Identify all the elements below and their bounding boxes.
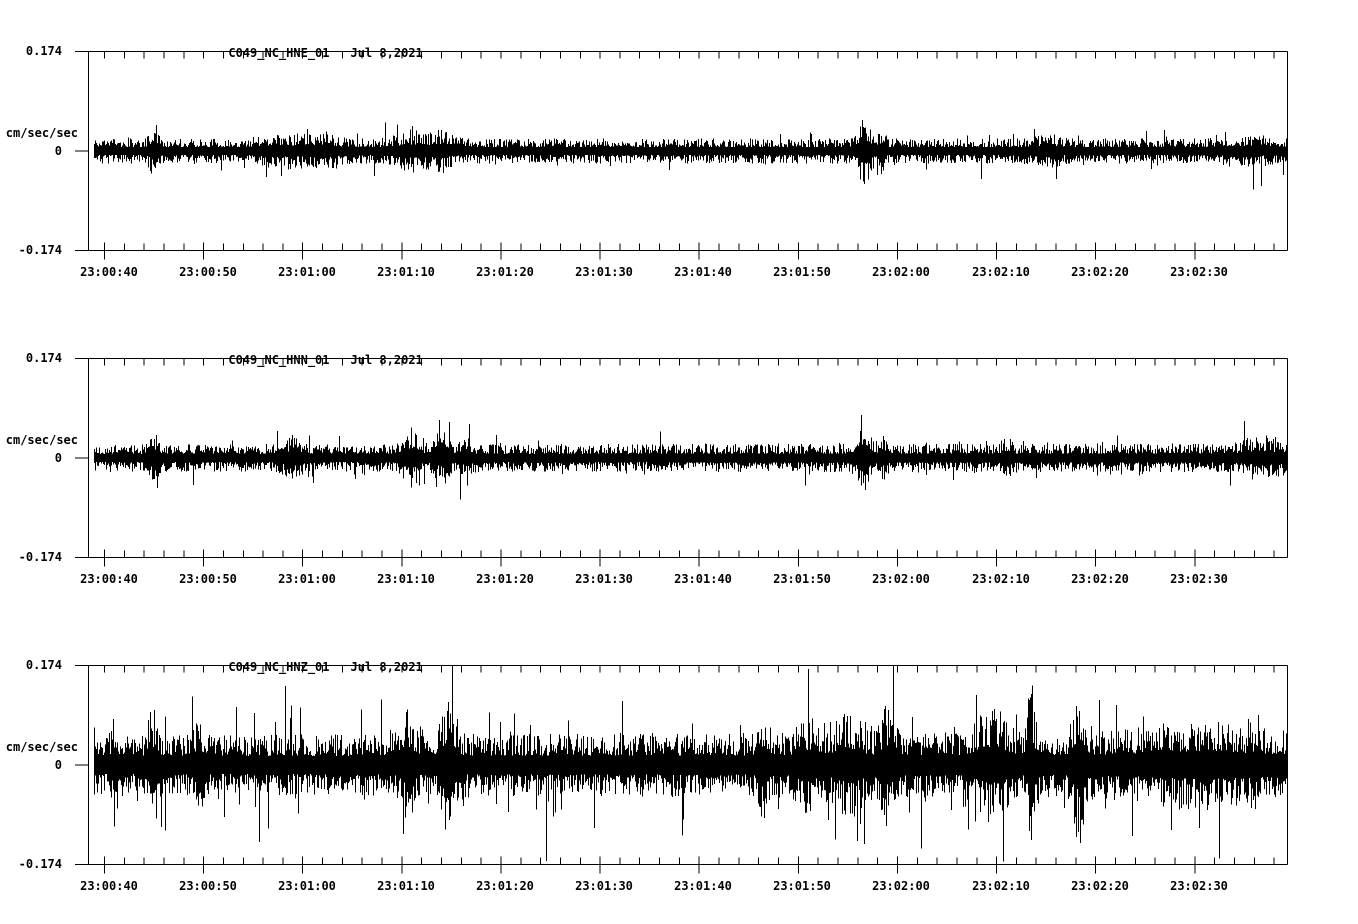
x-tick-label: 23:01:00	[278, 572, 336, 586]
x-tick-label: 23:02:30	[1170, 265, 1228, 279]
plot-title-station: C049_NC_HNN_01	[228, 353, 330, 367]
x-tick-label: 23:01:50	[773, 572, 831, 586]
x-tick-label: 23:00:40	[80, 572, 138, 586]
plot-title-date: Jul 8,2021	[350, 353, 423, 367]
y-axis-unit-label: cm/sec/sec	[5, 433, 78, 447]
axis-frame	[75, 51, 1288, 251]
seismogram-canvas-hne	[75, 51, 1288, 260]
x-tick-label: 23:01:10	[377, 879, 435, 893]
x-tick-label: 23:02:10	[972, 265, 1030, 279]
y-axis-unit-label: cm/sec/sec	[5, 740, 78, 754]
x-tick-label: 23:00:50	[179, 572, 237, 586]
y-tick-label-zero: 0	[54, 144, 62, 158]
plot-title: C049_NC_HNE_01 Jul 8,2021	[185, 35, 423, 71]
waveform-trace	[94, 120, 1287, 190]
waveform-trace	[94, 415, 1287, 500]
plot-title-station: C049_NC_HNZ_01	[228, 660, 330, 674]
x-tick-label: 23:01:30	[575, 265, 633, 279]
x-tick-label: 23:01:10	[377, 265, 435, 279]
axis-frame	[75, 358, 1288, 558]
x-tick-label: 23:02:00	[872, 572, 930, 586]
x-tick-label: 23:02:30	[1170, 572, 1228, 586]
plot-title: C049_NC_HNZ_01 Jul 8,2021	[185, 649, 423, 685]
plot-title-date: Jul 8,2021	[350, 46, 423, 60]
x-tick-label: 23:01:20	[476, 265, 534, 279]
y-tick-label-zero: 0	[54, 451, 62, 465]
x-tick-label: 23:01:40	[674, 265, 732, 279]
x-tick-label: 23:02:20	[1071, 572, 1129, 586]
x-tick-label: 23:01:40	[674, 879, 732, 893]
x-tick-label: 23:00:50	[179, 879, 237, 893]
y-tick-label-max: 0.174	[25, 351, 62, 365]
x-tick-label: 23:00:40	[80, 265, 138, 279]
x-tick-label: 23:02:10	[972, 879, 1030, 893]
plot-title-date: Jul 8,2021	[350, 660, 423, 674]
plot-title: C049_NC_HNN_01 Jul 8,2021	[185, 342, 423, 378]
waveform-trace	[94, 665, 1287, 862]
major-ticks	[104, 856, 1196, 874]
x-tick-label: 23:02:30	[1170, 879, 1228, 893]
seismogram-canvas-hnn	[75, 358, 1288, 567]
seismogram-canvas-hnz	[75, 665, 1288, 874]
axis-frame	[75, 665, 1288, 865]
minor-ticks	[104, 358, 1275, 558]
major-ticks	[104, 242, 1196, 260]
x-tick-label: 23:01:50	[773, 265, 831, 279]
y-tick-label-min: -0.174	[18, 550, 62, 564]
x-tick-label: 23:00:50	[179, 265, 237, 279]
x-tick-label: 23:01:20	[476, 879, 534, 893]
x-tick-label: 23:02:00	[872, 265, 930, 279]
y-tick-label-min: -0.174	[18, 243, 62, 257]
x-tick-label: 23:01:10	[377, 572, 435, 586]
x-tick-label: 23:00:40	[80, 879, 138, 893]
x-tick-label: 23:02:10	[972, 572, 1030, 586]
x-tick-label: 23:01:50	[773, 879, 831, 893]
major-ticks	[104, 549, 1196, 567]
x-tick-label: 23:02:20	[1071, 265, 1129, 279]
x-tick-label: 23:01:00	[278, 265, 336, 279]
y-tick-label-min: -0.174	[18, 857, 62, 871]
x-tick-label: 23:02:20	[1071, 879, 1129, 893]
x-tick-label: 23:02:00	[872, 879, 930, 893]
y-tick-label-max: 0.174	[25, 44, 62, 58]
x-tick-label: 23:01:00	[278, 879, 336, 893]
plot-title-station: C049_NC_HNE_01	[228, 46, 330, 60]
x-tick-label: 23:01:40	[674, 572, 732, 586]
x-tick-label: 23:01:20	[476, 572, 534, 586]
x-tick-label: 23:01:30	[575, 572, 633, 586]
minor-ticks	[104, 665, 1275, 865]
x-tick-label: 23:01:30	[575, 879, 633, 893]
y-tick-label-max: 0.174	[25, 658, 62, 672]
y-tick-label-zero: 0	[54, 758, 62, 772]
y-axis-unit-label: cm/sec/sec	[5, 126, 78, 140]
minor-ticks	[104, 51, 1275, 251]
